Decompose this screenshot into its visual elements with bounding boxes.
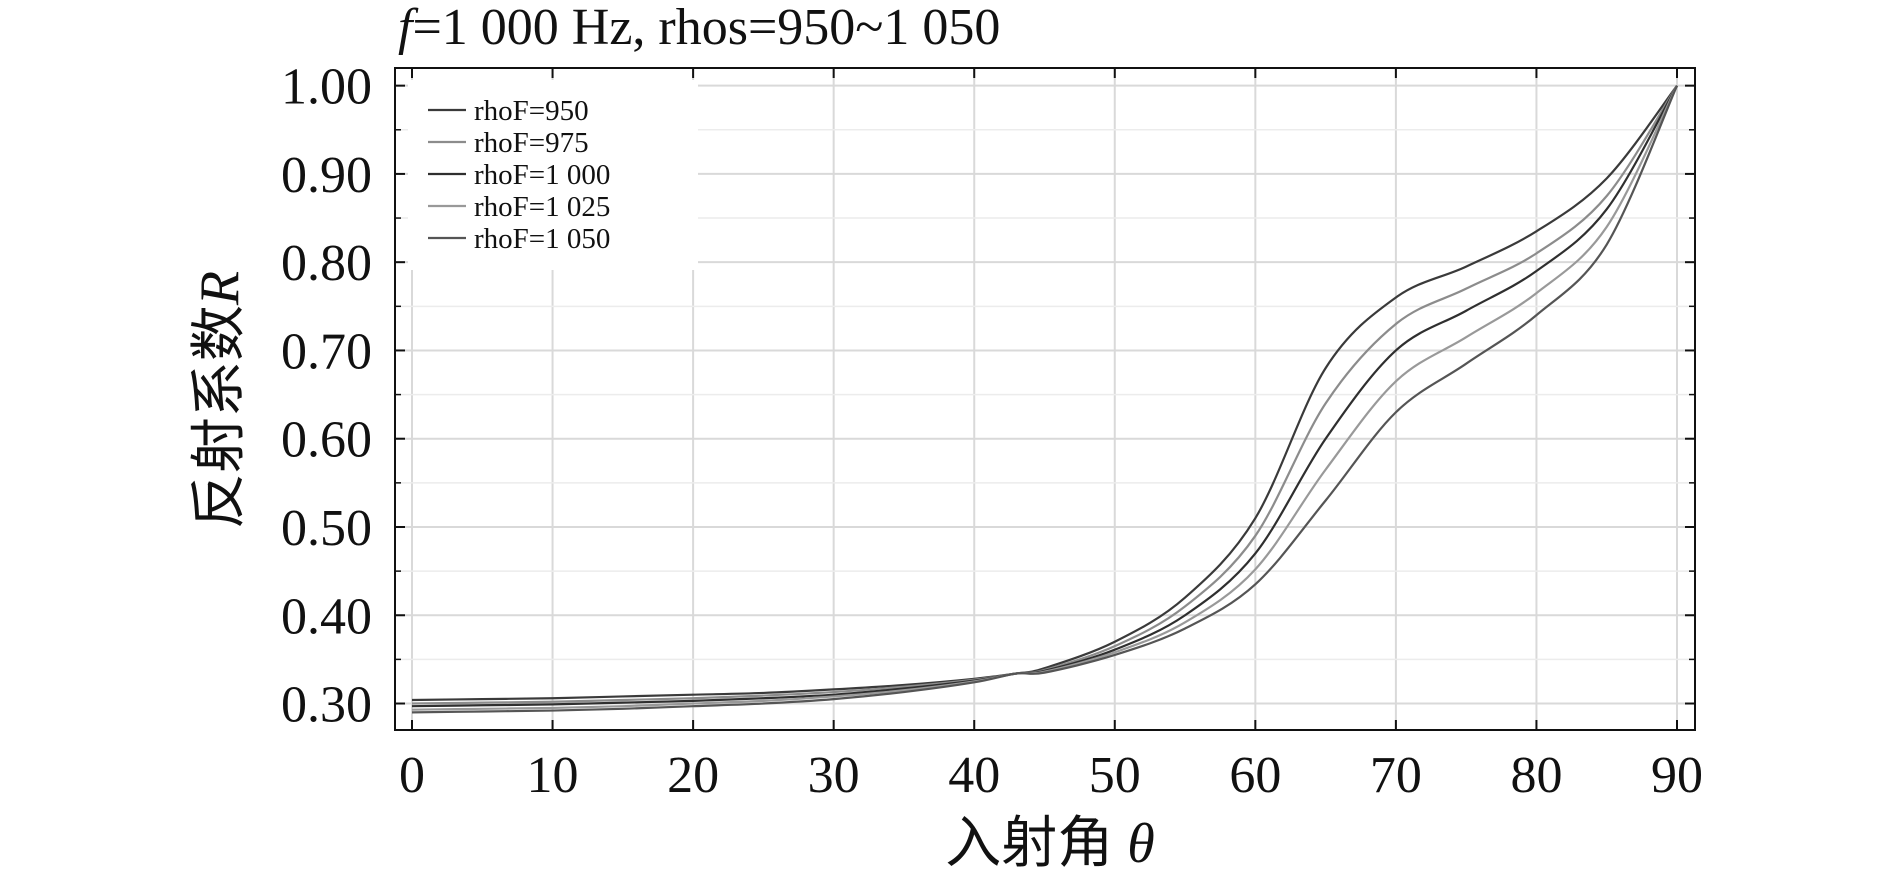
x-axis-label-text: 入射角: [945, 813, 1127, 875]
y-tick-label: 0.60: [281, 412, 372, 469]
x-tick-label: 40: [948, 747, 1000, 804]
x-tick-label: 90: [1651, 747, 1703, 804]
y-tick-label: 0.50: [281, 500, 372, 557]
y-tick-label: 0.70: [281, 323, 372, 380]
y-tick-label: 1.00: [281, 59, 372, 116]
x-tick-label: 0: [399, 747, 425, 804]
y-tick-label: 0.30: [281, 677, 372, 734]
x-tick-label: 70: [1370, 747, 1422, 804]
x-tick-label: 30: [808, 747, 860, 804]
legend-label: rhoF=950: [474, 95, 589, 127]
plot-frame: [394, 67, 1696, 731]
title-text: =1 000 Hz, rhos=950~1 050: [412, 0, 1000, 56]
x-tick-label: 10: [527, 747, 579, 804]
x-tick-label: 60: [1229, 747, 1281, 804]
series-layer: [411, 84, 1679, 714]
y-tick-label: 0.90: [281, 147, 372, 204]
x-axis-label: 入射角 θ: [945, 813, 1155, 875]
series-line: [411, 84, 1678, 702]
x-axis-label-symbol: θ: [1127, 813, 1155, 875]
y-axis-label-text: 反射系数: [189, 305, 251, 529]
x-tick-label: 50: [1089, 747, 1141, 804]
x-tick-label: 20: [667, 747, 719, 804]
label-layer: f=1 000 Hz, rhos=950~1 050 入射角 θ 反射系数R: [189, 0, 1155, 875]
y-tick-label: 0.80: [281, 235, 372, 292]
legend-label: rhoF=1 050: [474, 223, 610, 255]
x-tick-label: 80: [1510, 747, 1562, 804]
y-tick-label: 0.40: [281, 588, 372, 645]
chart-title: f=1 000 Hz, rhos=950~1 050: [398, 0, 1000, 56]
legend-label: rhoF=1 025: [474, 191, 610, 223]
axis-layer: 0 10 20 30 40 50 60 70 80 90 0.30 0.40 0.50 0.60 0.70 0…: [281, 59, 1703, 804]
legend-label: rhoF=1 000: [474, 159, 610, 191]
y-axis-label-symbol: R: [189, 271, 251, 306]
series-line: [411, 85, 1679, 714]
legend-label: rhoF=975: [474, 127, 589, 159]
y-axis-label: 反射系数R: [189, 271, 251, 529]
